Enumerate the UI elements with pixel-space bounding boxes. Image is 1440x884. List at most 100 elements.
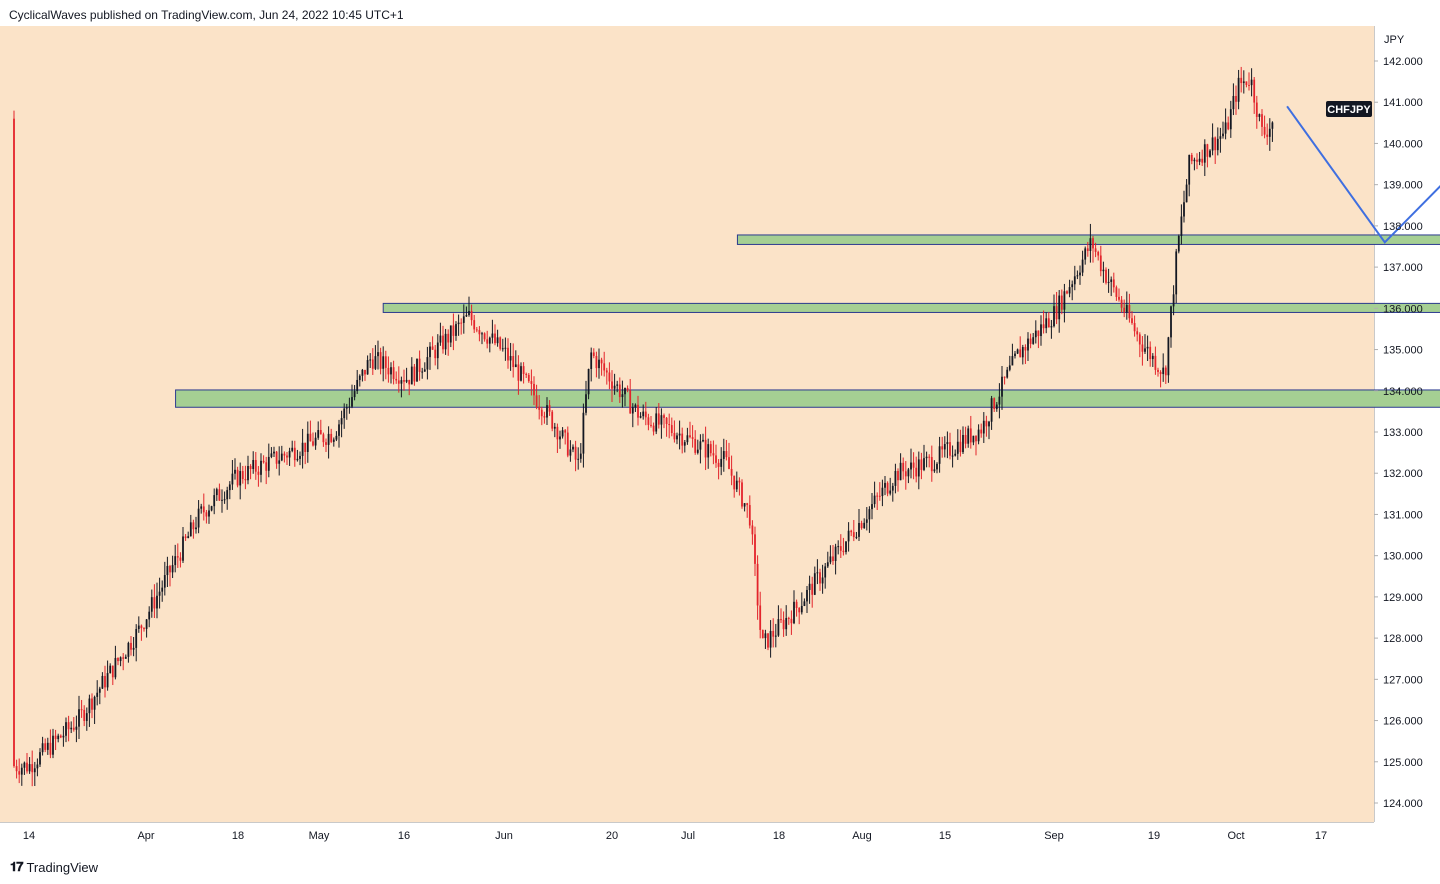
candle [460, 318, 463, 335]
candle [54, 729, 57, 751]
candle [535, 384, 538, 410]
candle [886, 481, 889, 497]
candle [499, 336, 502, 351]
time-axis[interactable] [0, 822, 1374, 851]
price-tick-label: 142.000 [1383, 56, 1423, 68]
projection-line[interactable] [1286, 53, 1440, 304]
date-tick-label: May [309, 830, 330, 842]
candle [26, 752, 28, 774]
candle [920, 452, 923, 480]
price-axis[interactable] [1374, 26, 1440, 822]
candle [655, 407, 658, 435]
candle [642, 404, 645, 420]
candle [452, 313, 455, 351]
candle [36, 758, 39, 777]
symbol-label[interactable]: CHFJPY [1326, 101, 1372, 117]
candle [163, 561, 166, 596]
candle [611, 370, 613, 403]
candle [377, 340, 379, 370]
candle [1175, 248, 1178, 304]
candle [982, 412, 985, 443]
candle [1222, 121, 1224, 139]
candle [384, 350, 387, 380]
candle [577, 447, 580, 470]
candle [995, 401, 998, 412]
candle [314, 432, 317, 450]
date-tick-label: 18 [773, 830, 785, 842]
price-tick-label: 125.000 [1383, 757, 1423, 769]
tradingview-footer[interactable]: 𝟏𝟕 TradingView [10, 858, 98, 876]
candle [1011, 343, 1014, 366]
candle [1206, 143, 1209, 168]
chart-plot-area[interactable] [0, 26, 1374, 822]
candle [803, 598, 806, 607]
price-tick-label: 129.000 [1383, 592, 1423, 604]
candle [806, 586, 808, 614]
candle [1214, 136, 1217, 164]
candle [1110, 276, 1113, 297]
candle [197, 500, 200, 534]
candle [283, 451, 286, 463]
candlesticks [13, 66, 1274, 787]
candle [491, 319, 494, 344]
candle [247, 455, 249, 485]
candle [936, 462, 938, 474]
candle [1050, 319, 1053, 339]
candle [265, 456, 268, 485]
candle [564, 429, 567, 445]
candle [496, 329, 499, 347]
candle [660, 408, 663, 439]
candle [834, 543, 837, 575]
candle [873, 481, 876, 508]
symbol-label-text: CHFJPY [1327, 104, 1371, 116]
candle [748, 495, 751, 529]
candle [702, 433, 704, 443]
candle [249, 464, 252, 480]
candle [800, 592, 803, 615]
support-zone-3[interactable] [175, 389, 1440, 408]
candle [379, 347, 382, 375]
candle [798, 607, 801, 625]
candle [278, 446, 281, 476]
price-tick-label: 135.000 [1383, 345, 1423, 357]
candle [681, 427, 684, 454]
candle [930, 445, 933, 482]
support-zone-2[interactable] [382, 302, 1440, 313]
candle [1024, 344, 1027, 364]
candle [647, 413, 650, 431]
support-zone-1[interactable] [736, 234, 1440, 245]
candle [777, 605, 780, 637]
date-tick-label: 15 [939, 830, 951, 842]
candle [439, 322, 442, 346]
candle [338, 419, 340, 448]
candle [512, 343, 515, 378]
candle [1092, 235, 1094, 263]
candle [1227, 116, 1230, 131]
candle [156, 582, 158, 619]
candle [1029, 333, 1032, 349]
candle [821, 564, 824, 594]
candle [678, 420, 681, 450]
candle [322, 432, 325, 447]
candle [205, 509, 208, 524]
candle [145, 618, 148, 638]
candle [455, 321, 457, 341]
candle [270, 447, 273, 459]
candle [301, 428, 304, 469]
date-tick-label: 19 [1148, 830, 1160, 842]
candle [1123, 299, 1126, 318]
candle [1237, 69, 1240, 110]
candle [847, 522, 850, 552]
candle [369, 353, 372, 368]
candle [1097, 250, 1100, 261]
candle [1068, 279, 1071, 298]
candle [275, 450, 278, 469]
candle [444, 328, 447, 355]
candle [241, 465, 244, 484]
candle [494, 324, 496, 346]
candle [637, 395, 639, 426]
price-tick-label: 132.000 [1383, 468, 1423, 480]
candle [1094, 242, 1097, 258]
candle [418, 350, 421, 381]
